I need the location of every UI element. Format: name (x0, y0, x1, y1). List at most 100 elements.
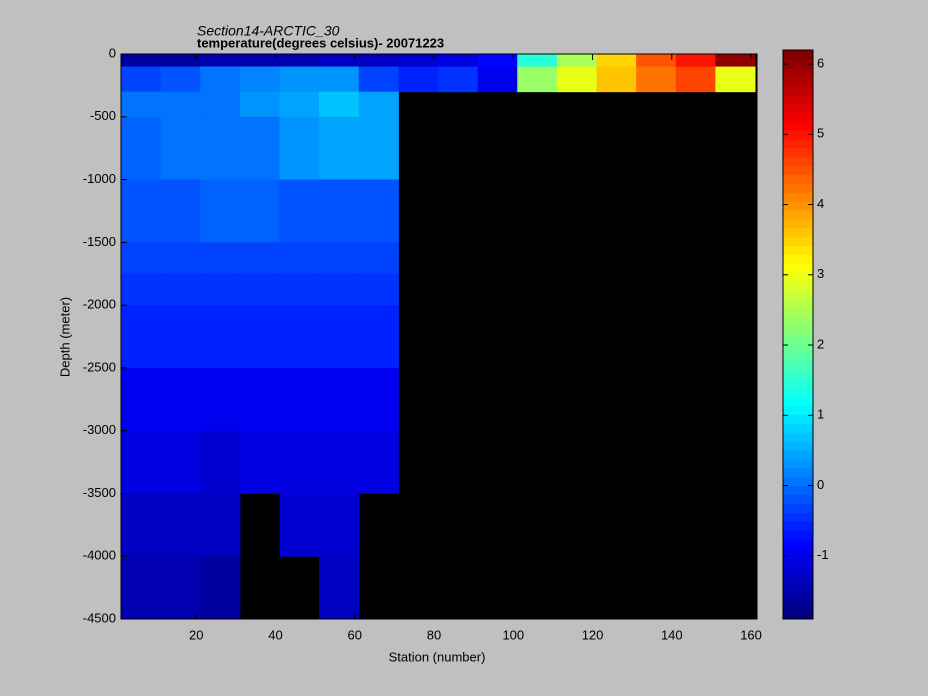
x-tick-label: 120 (582, 627, 604, 642)
colorbar-step (783, 476, 813, 487)
colorbar-step (783, 183, 813, 193)
heatmap-cell (200, 179, 241, 243)
colorbar-step (783, 458, 813, 469)
heatmap-cell (556, 66, 598, 93)
heatmap-cell (556, 54, 598, 68)
colorbar-step (783, 565, 813, 576)
y-tick-label: -3000 (83, 422, 116, 437)
heatmap-cell (636, 54, 677, 68)
heatmap-cell (239, 242, 281, 275)
y-tick-label: -4500 (83, 610, 116, 625)
heatmap-cell (200, 54, 241, 68)
heatmap-cell (279, 91, 320, 118)
heatmap-cell (239, 179, 281, 243)
colorbar-step (783, 192, 813, 202)
colorbar-step (783, 467, 813, 478)
y-tick-label: -2500 (83, 359, 116, 374)
colorbar-step (783, 218, 813, 229)
colorbar-frame (782, 49, 814, 620)
heatmap-cell (358, 430, 399, 494)
heatmap-cell (160, 179, 201, 243)
heatmap-cell (160, 66, 201, 93)
heatmap-cell (358, 305, 399, 369)
heatmap-cell (121, 179, 162, 243)
heatmap-cell (517, 66, 558, 93)
heatmap-cell (438, 66, 479, 93)
colorbar-step (783, 387, 813, 398)
y-tick-label: -500 (90, 108, 116, 123)
colorbar-step (783, 245, 813, 255)
colorbar-step (783, 423, 813, 433)
colorbar-step (783, 450, 813, 460)
heatmap-cell (121, 493, 162, 557)
heatmap-cell (279, 66, 320, 93)
colorbar-step (783, 441, 813, 451)
heatmap-cell (121, 54, 162, 68)
heatmap-cell (200, 305, 241, 369)
heatmap-cell (636, 66, 677, 93)
heatmap-cell (279, 367, 320, 432)
heatmap-cell (160, 493, 201, 557)
colorbar-step (783, 601, 813, 611)
y-tick-label: -2000 (83, 297, 116, 312)
x-tick-label: 100 (502, 627, 524, 642)
colorbar-step (783, 405, 813, 416)
colorbar-step (783, 334, 813, 344)
heatmap-cell (160, 242, 201, 275)
heatmap-cell (200, 367, 241, 432)
heatmap-cell (358, 66, 399, 93)
colorbar-tick-label: 0 (817, 477, 824, 492)
heatmap-cell (319, 305, 360, 369)
heatmap-cell (279, 242, 320, 275)
heatmap-cell (160, 367, 201, 432)
heatmap-cell (239, 116, 281, 181)
heatmap-cell (200, 66, 241, 93)
heatmap-cell (279, 273, 320, 306)
y-tick-label: 0 (109, 45, 116, 60)
colorbar-step (783, 290, 813, 300)
colorbar-step (783, 210, 813, 220)
colorbar-step (783, 547, 813, 558)
heatmap-cell (200, 242, 241, 275)
heatmap-cell (121, 430, 162, 494)
heatmap-cell (319, 116, 360, 181)
colorbar-step (783, 156, 813, 167)
colorbar-step (783, 512, 813, 522)
colorbar-step (783, 361, 813, 371)
colorbar-step (783, 307, 813, 318)
heatmap-cell (239, 91, 281, 118)
heatmap-cell (675, 54, 716, 68)
heatmap-cell (358, 273, 399, 306)
heatmap-cell (279, 116, 320, 181)
heatmap-cell (121, 305, 162, 369)
colorbar-step (783, 538, 813, 549)
colorbar-step (783, 281, 813, 291)
colorbar-step (783, 138, 813, 149)
heatmap-cell (200, 493, 241, 557)
colorbar-step (783, 396, 813, 407)
heatmap-cell (239, 430, 281, 494)
heatmap-cell (319, 242, 360, 275)
colorbar-step (783, 414, 813, 424)
heatmap-cell (358, 91, 399, 118)
colorbar-step (783, 592, 813, 602)
colorbar-step (783, 236, 813, 247)
heatmap-cell (121, 367, 162, 432)
colorbar-tick-label: 2 (817, 336, 824, 351)
heatmap-cell (715, 66, 756, 93)
heatmap-cell (319, 179, 360, 243)
colorbar-tick-label: 5 (817, 126, 824, 141)
heatmap-cell (279, 179, 320, 243)
heatmap-cell (438, 54, 479, 68)
heatmap-cell (358, 179, 399, 243)
colorbar-step (783, 272, 813, 282)
heatmap-cell (160, 430, 201, 494)
colorbar-step (783, 112, 813, 122)
colorbar-step (783, 494, 813, 504)
colorbar-step (783, 227, 813, 238)
colorbar-step (783, 530, 813, 540)
x-tick-label: 60 (348, 627, 362, 642)
heatmap-cell (160, 91, 201, 118)
